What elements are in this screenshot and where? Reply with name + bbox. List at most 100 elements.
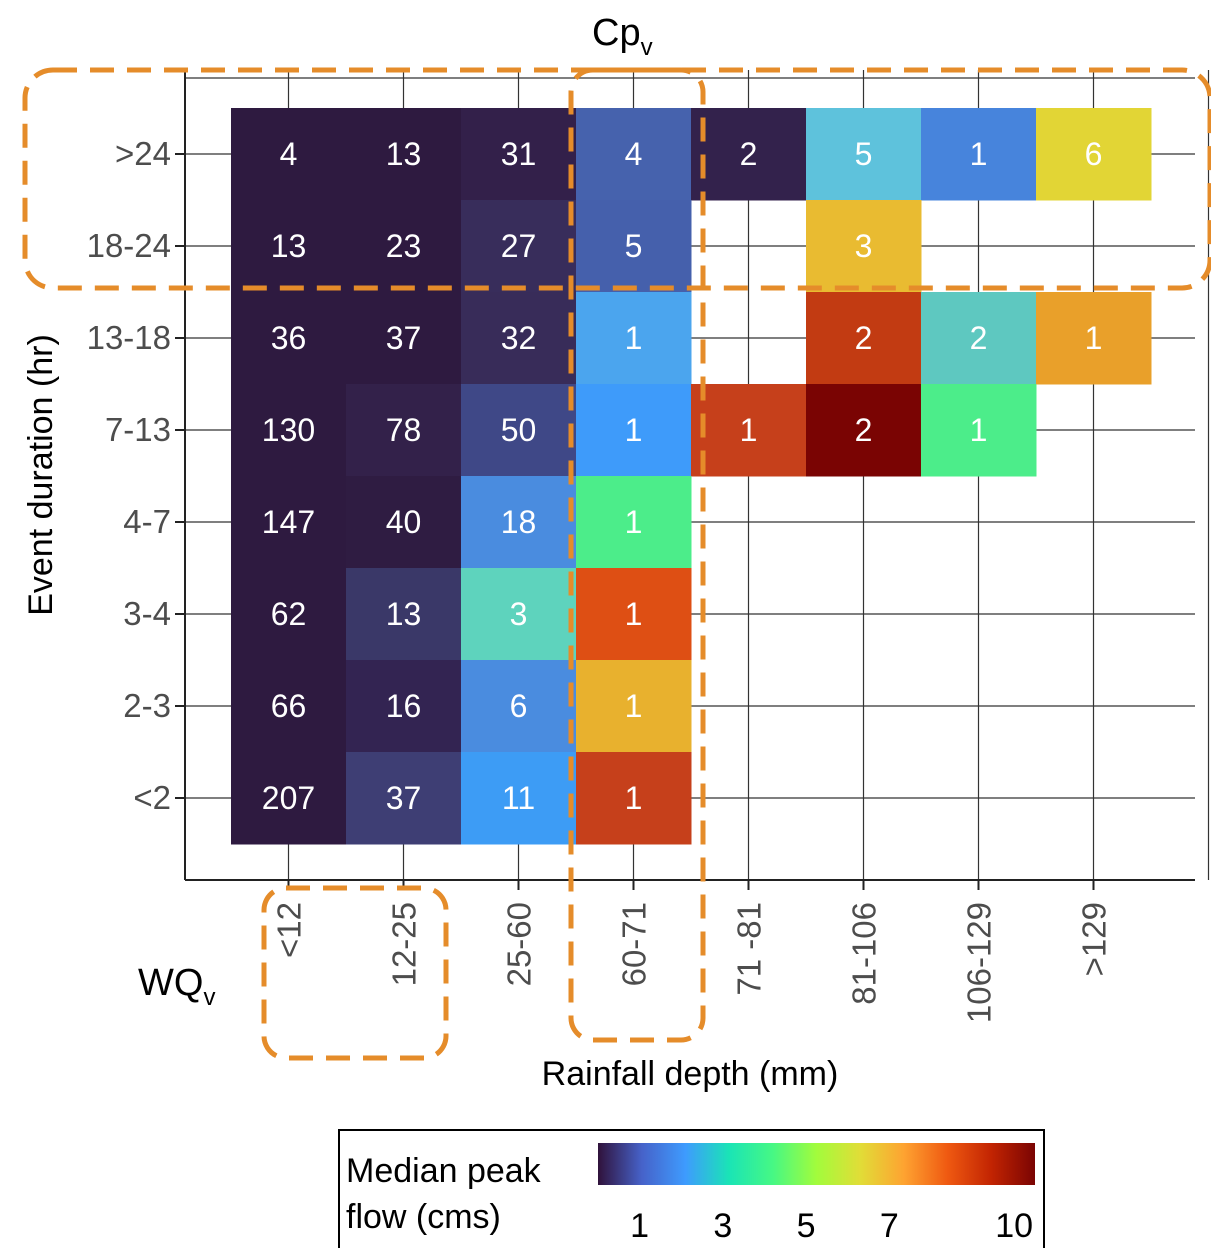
annotation-wqv: WQv bbox=[138, 962, 215, 1011]
heatmap-cell bbox=[346, 200, 462, 293]
heatmap-cell bbox=[346, 108, 462, 201]
cell-count-label: 13 bbox=[386, 136, 422, 172]
heatmap-cell bbox=[346, 476, 462, 569]
cell-count-label: 147 bbox=[262, 504, 315, 540]
cell-count-label: 16 bbox=[386, 688, 422, 724]
heatmap-cell bbox=[231, 660, 347, 753]
legend-title-line: flow (cms) bbox=[346, 1198, 501, 1236]
x-tick-label: 71 -81 bbox=[731, 902, 768, 996]
cell-count-label: 6 bbox=[510, 688, 528, 724]
x-tick-label: 25-60 bbox=[501, 902, 538, 986]
heatmap-cell bbox=[576, 384, 692, 477]
cell-count-label: 1 bbox=[625, 780, 643, 816]
heatmap-cell bbox=[231, 292, 347, 385]
highlight-box-cpv bbox=[568, 67, 706, 1043]
heatmap-cell bbox=[346, 752, 462, 845]
cell-count-label: 207 bbox=[262, 780, 315, 816]
heatmap-cell bbox=[231, 476, 347, 569]
heatmap-cell bbox=[806, 384, 922, 477]
heatmap-cell bbox=[346, 384, 462, 477]
cell-count-label: 1 bbox=[625, 596, 643, 632]
y-tick-label: 7-13 bbox=[105, 411, 171, 448]
cell-count-label: 4 bbox=[280, 136, 298, 172]
cell-count-label: 6 bbox=[1085, 136, 1103, 172]
cell-count-label: 2 bbox=[855, 320, 873, 356]
cell-count-label: 78 bbox=[386, 412, 422, 448]
y-tick-label: 18-24 bbox=[87, 227, 171, 264]
x-axis-title: Rainfall depth (mm) bbox=[542, 1055, 839, 1093]
cell-count-label: 32 bbox=[501, 320, 537, 356]
cell-count-label: 40 bbox=[386, 504, 422, 540]
highlight-box-rows bbox=[22, 67, 1211, 291]
heatmap-cell bbox=[231, 108, 347, 201]
cell-count-label: 1 bbox=[625, 320, 643, 356]
y-tick-label: <2 bbox=[133, 779, 171, 816]
heatmap-cell bbox=[461, 752, 577, 845]
cell-count-label: 11 bbox=[502, 780, 535, 816]
heatmap-cell bbox=[461, 476, 577, 569]
colorbar-tick-label: 7 bbox=[880, 1207, 899, 1245]
heatmap-cell bbox=[576, 108, 692, 201]
cell-count-label: 66 bbox=[271, 688, 307, 724]
cell-count-label: 1 bbox=[625, 688, 643, 724]
x-tick-label: 106-129 bbox=[961, 902, 998, 1023]
heatmap-cell bbox=[576, 200, 692, 293]
heatmap-cell bbox=[806, 200, 922, 293]
heatmap-cell bbox=[461, 200, 577, 293]
heatmap-cell bbox=[231, 200, 347, 293]
cell-count-label: 130 bbox=[262, 412, 315, 448]
legend-title-line: Median peak bbox=[346, 1152, 542, 1190]
heatmap-cell bbox=[231, 384, 347, 477]
heatmap-cell bbox=[1036, 108, 1152, 201]
heatmap-cell bbox=[576, 476, 692, 569]
cell-count-label: 5 bbox=[855, 136, 873, 172]
heatmap-cell bbox=[461, 108, 577, 201]
cell-count-label: 1 bbox=[970, 412, 988, 448]
heatmap-cell bbox=[576, 660, 692, 753]
heatmap-cell bbox=[461, 660, 577, 753]
cell-count-label: 27 bbox=[501, 228, 537, 264]
heatmap-cell bbox=[921, 292, 1037, 385]
heatmap-cell bbox=[806, 292, 922, 385]
axis-layer: >24 18-24 13-18 7-13 4-7 3-4 2-3 <2 <12 12-25 25-6… bbox=[87, 70, 1195, 1023]
heatmap-cell bbox=[921, 384, 1037, 477]
cell-count-label: 13 bbox=[386, 596, 422, 632]
cell-count-label: 62 bbox=[271, 596, 307, 632]
cell-count-label: 2 bbox=[855, 412, 873, 448]
cell-count-label: 2 bbox=[970, 320, 988, 356]
heatmap-cell bbox=[921, 108, 1037, 201]
heatmap-cell bbox=[346, 568, 462, 661]
heatmap-cell bbox=[231, 752, 347, 845]
cell-count-label: 2 bbox=[740, 136, 758, 172]
y-tick-label: 13-18 bbox=[87, 319, 171, 356]
heatmap-cell bbox=[231, 568, 347, 661]
heatmap-cell bbox=[576, 752, 692, 845]
cell-count-label: 1 bbox=[1085, 320, 1103, 356]
cell-count-label: 50 bbox=[501, 412, 537, 448]
y-axis-title: Event duration (hr) bbox=[22, 334, 60, 616]
y-tick-label: 2-3 bbox=[123, 687, 171, 724]
heatmap-cell bbox=[346, 292, 462, 385]
cell-count-label: 13 bbox=[271, 228, 307, 264]
heatmap-cell bbox=[461, 568, 577, 661]
heatmap-cell bbox=[461, 384, 577, 477]
cell-count-label: 1 bbox=[740, 412, 758, 448]
x-tick-label: 12-25 bbox=[386, 902, 423, 986]
heatmap-cell bbox=[1036, 292, 1152, 385]
colorbar-tick-label: 5 bbox=[797, 1207, 816, 1245]
colorbar-tick-label: 3 bbox=[713, 1207, 732, 1245]
heatmap-cell bbox=[346, 660, 462, 753]
colorbar-tick-label: 10 bbox=[995, 1207, 1033, 1245]
cell-count-label: 3 bbox=[510, 596, 528, 632]
cell-count-label: 31 bbox=[501, 136, 537, 172]
highlight-box-wqv bbox=[261, 885, 449, 1061]
x-tick-label: >129 bbox=[1076, 902, 1113, 976]
colorbar-legend: Median peak flow (cms) 1 3 5 7 10 bbox=[338, 1129, 1045, 1248]
y-tick-label: 3-4 bbox=[123, 595, 171, 632]
annotation-layer: Cpv WQv bbox=[22, 12, 1211, 1061]
colorbar-gradient bbox=[598, 1143, 1035, 1185]
cell-count-label: 1 bbox=[625, 412, 643, 448]
colorbar-tick-label: 1 bbox=[630, 1207, 649, 1245]
